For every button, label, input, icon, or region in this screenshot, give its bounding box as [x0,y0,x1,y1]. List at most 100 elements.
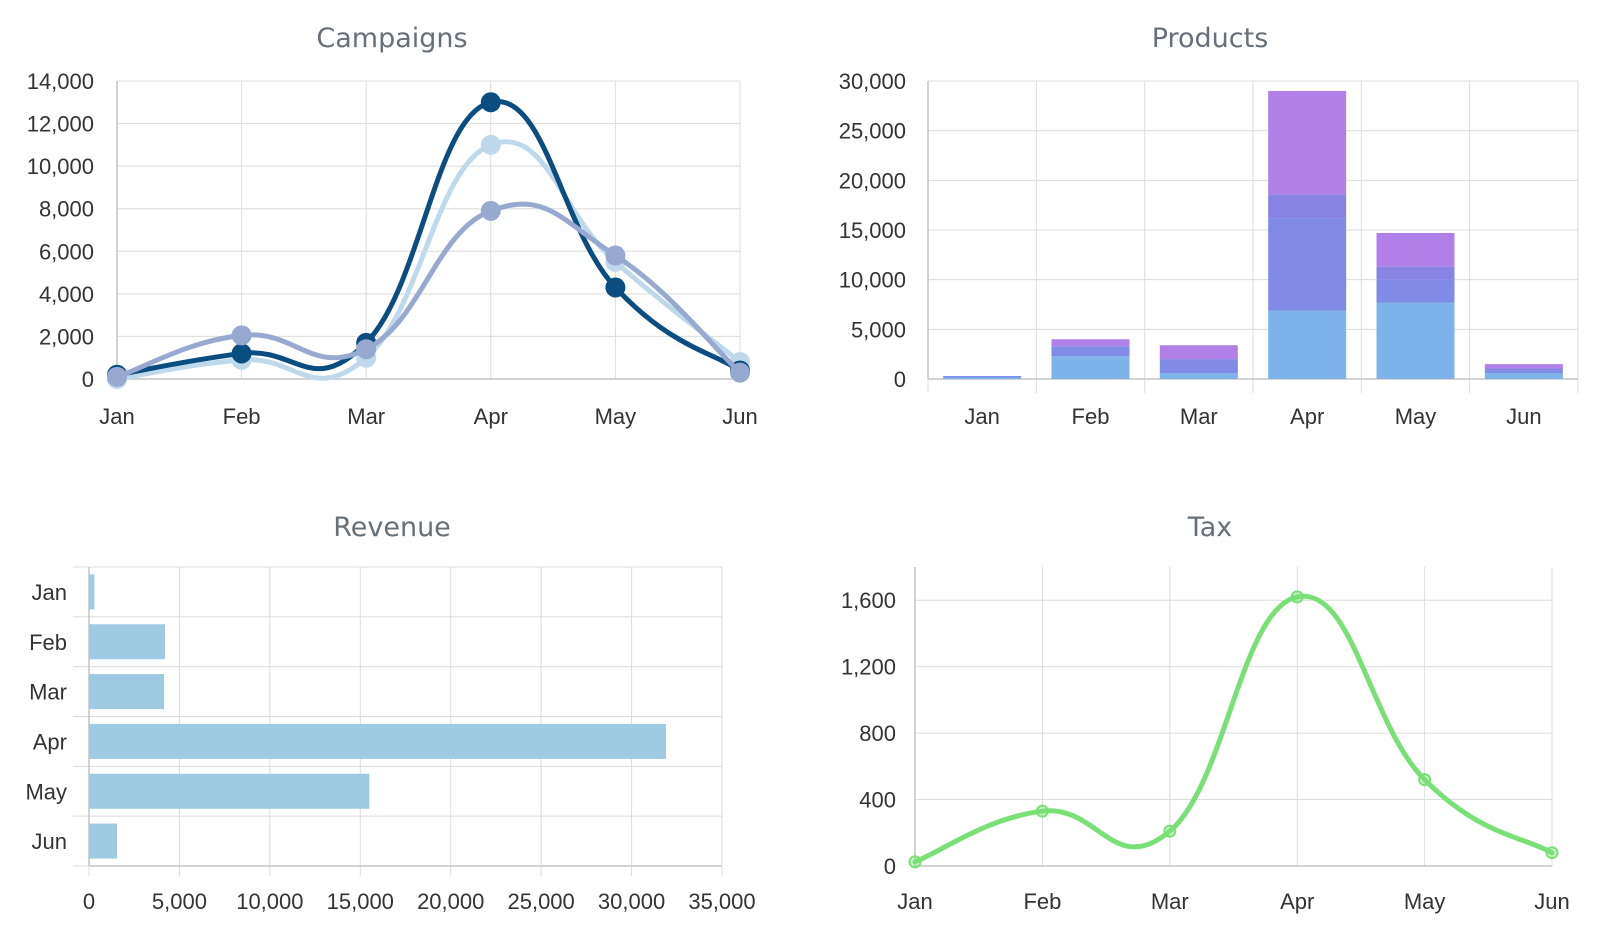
tax-y-tick-label: 0 [884,854,896,879]
revenue-bar [89,773,370,809]
tax-y-tick-label: 1,200 [841,655,896,680]
tax-x-tick-label: Mar [1151,889,1189,914]
revenue-x-tick-label: 30,000 [598,889,665,914]
products-bar-segment [1159,373,1238,379]
campaigns-data-point [730,362,750,383]
tax-series-line [912,593,1555,865]
tax-y-tick-label: 800 [859,721,896,746]
tax-y-tick-label: 1,600 [841,588,896,613]
products-bar-segment [1268,90,1347,195]
campaigns-y-tick-label: 8,000 [39,197,94,222]
products-bar-segment [943,376,1022,378]
revenue-y-tick-label: Jun [32,829,67,854]
products-bar-segment [1484,364,1563,369]
products-x-tick-label: Jun [1506,404,1541,429]
revenue-x-tick-label: 10,000 [236,889,303,914]
revenue-y-tick-label: Jan [32,580,67,605]
campaigns-data-point [480,92,501,113]
products-bar-segment [1268,194,1347,219]
products-bar-segment [1484,373,1563,379]
campaigns-x-tick-label: Apr [474,404,508,429]
campaigns-x-tick-label: May [595,404,637,429]
products-title: Products [1152,23,1269,54]
revenue-y-tick-label: May [25,779,67,804]
products-x-tick-label: May [1395,404,1437,429]
products-bar-segment [1376,279,1455,303]
tax-x-tick-label: May [1404,889,1446,914]
products-bar-segment [1484,370,1563,374]
campaigns-y-tick-label: 4,000 [39,282,94,307]
revenue-x-tick-label: 15,000 [327,889,394,914]
tax-chart: Tax 0 400 800 1,200 1,600 Jan Feb Mar Apr May Jun [841,512,1570,914]
revenue-bar [89,674,165,710]
products-bar-segment [1268,218,1347,311]
products-x-tick-label: Mar [1180,404,1218,429]
revenue-x-tick-label: 5,000 [152,889,207,914]
campaigns-data-point [480,134,501,155]
products-y-tick-label: 30,000 [839,69,906,94]
tax-data-point [1163,824,1177,838]
revenue-x-tick-label: 35,000 [688,889,755,914]
products-x-tick-label: Apr [1290,404,1324,429]
campaigns-data-point [605,245,626,266]
products-y-tick-label: 10,000 [839,268,906,293]
campaigns-y-tick-label: 2,000 [39,324,94,349]
products-x-tick-label: Jan [964,404,999,429]
products-bar-segment [1051,346,1130,357]
tax-x-tick-label: Jan [897,889,932,914]
products-y-tick-label: 20,000 [839,168,906,193]
revenue-bar [89,624,165,660]
products-y-tick-label: 5,000 [851,317,906,342]
campaigns-x-tick-label: Jan [99,404,134,429]
products-bar-segment [1159,345,1238,360]
tax-data-point [908,855,922,869]
revenue-x-tick-label: 0 [83,889,95,914]
tax-title: Tax [1187,512,1233,543]
campaigns-data-point [231,325,252,346]
campaigns-y-tick-label: 0 [82,367,94,392]
products-bar-segment [943,377,1022,379]
campaigns-chart: Campaigns 0 2,000 4,000 6,000 8,000 10,000 12,… [27,23,758,429]
campaigns-y-tick-label: 10,000 [27,154,94,179]
campaigns-title: Campaigns [316,23,467,54]
tax-data-point [1545,846,1559,860]
revenue-y-tick-label: Apr [33,729,67,754]
campaigns-y-tick-label: 12,000 [27,112,94,137]
revenue-bar [89,574,95,610]
tax-data-point [1290,590,1304,604]
products-bar-segment [1159,359,1238,374]
products-y-tick-label: 15,000 [839,218,906,243]
campaigns-y-tick-label: 6,000 [39,239,94,264]
products-x-tick-label: Feb [1072,404,1110,429]
products-bar-segment [1376,232,1455,267]
products-bar-segment [1484,368,1563,371]
campaigns-data-point [605,277,626,298]
revenue-x-tick-label: 20,000 [417,889,484,914]
revenue-y-tick-label: Mar [29,680,67,705]
tax-x-tick-label: Jun [1534,889,1569,914]
tax-y-tick-label: 400 [859,788,896,813]
revenue-x-tick-label: 25,000 [507,889,574,914]
products-bar-segment [1051,356,1130,379]
campaigns-data-point [356,339,377,360]
tax-x-tick-label: Apr [1280,889,1314,914]
campaigns-y-tick-label: 14,000 [27,69,94,94]
products-bar-segment [1051,339,1130,347]
revenue-y-tick-label: Feb [29,630,67,655]
campaigns-x-tick-label: Feb [223,404,261,429]
tax-x-tick-label: Feb [1023,889,1061,914]
products-bar-segment [1268,310,1347,379]
revenue-bar [89,723,666,759]
revenue-bar [89,823,118,859]
revenue-title: Revenue [333,512,451,543]
campaigns-x-tick-label: Jun [722,404,757,429]
tax-data-point [1418,773,1432,787]
campaigns-data-point [480,200,501,221]
products-bar-segment [1376,302,1455,379]
products-y-tick-label: 25,000 [839,119,906,144]
products-y-tick-label: 0 [894,367,906,392]
campaigns-data-point [231,343,252,364]
tax-data-point [1035,804,1049,818]
campaigns-data-point [107,366,127,387]
